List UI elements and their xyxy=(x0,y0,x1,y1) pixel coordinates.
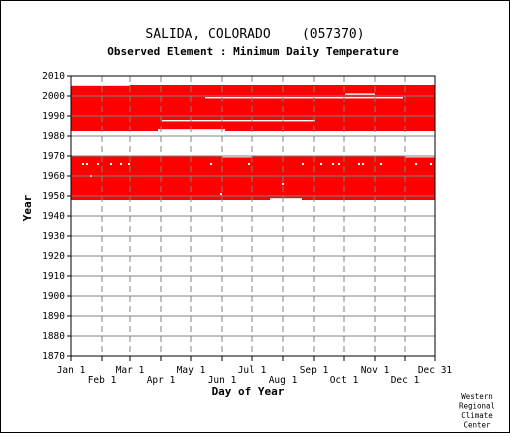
missing-day-7 xyxy=(210,163,212,165)
credit-line-1: Regional xyxy=(459,402,495,411)
missing-data-3 xyxy=(205,97,403,99)
missing-day-10 xyxy=(302,163,304,165)
x-tick-label-upper-2: May 1 xyxy=(177,365,206,376)
x-axis-title: Day of Year xyxy=(212,385,285,398)
x-tick-label-lower-0: Feb 1 xyxy=(88,375,117,386)
missing-day-5 xyxy=(128,163,130,165)
y-tick-label-13: 2000 xyxy=(42,91,65,102)
y-tick-label-12: 1990 xyxy=(42,111,65,122)
y-tick-label-6: 1930 xyxy=(42,231,65,242)
x-tick-label-lower-5: Dec 1 xyxy=(391,375,420,386)
x-tick-label-lower-3: Aug 1 xyxy=(269,375,298,386)
missing-day-2 xyxy=(97,163,99,165)
y-tick-label-11: 1980 xyxy=(42,131,65,142)
missing-day-3 xyxy=(110,163,112,165)
credit-line-0: Western xyxy=(461,392,493,401)
missing-data-4 xyxy=(345,93,375,95)
x-tick-label-upper-3: Jul 1 xyxy=(238,365,267,376)
chart-title: SALIDA, COLORADO (057370) xyxy=(145,27,364,42)
missing-data-5 xyxy=(270,198,302,200)
credit-line-2: Climate xyxy=(461,411,493,420)
x-tick-label-upper-1: Mar 1 xyxy=(116,365,145,376)
missing-data-2 xyxy=(162,120,315,122)
missing-day-13 xyxy=(358,163,360,165)
credit-line-3: Center xyxy=(463,421,491,430)
missing-day-4 xyxy=(120,163,122,165)
data-block-0 xyxy=(71,156,435,200)
missing-day-12 xyxy=(338,163,340,165)
y-tick-label-5: 1920 xyxy=(42,251,65,262)
y-tick-label-9: 1960 xyxy=(42,171,65,182)
y-axis-title: Year xyxy=(21,194,34,221)
x-tick-label-upper-0: Jan 1 xyxy=(57,365,86,376)
y-tick-label-8: 1950 xyxy=(42,191,65,202)
missing-day-11 xyxy=(320,163,322,165)
missing-day-1 xyxy=(86,163,88,165)
missing-data-7 xyxy=(405,156,435,158)
missing-data-6 xyxy=(222,156,252,158)
x-tick-label-lower-1: Apr 1 xyxy=(147,375,176,386)
y-tick-label-10: 1970 xyxy=(42,151,65,162)
missing-day-14 xyxy=(362,163,364,165)
y-tick-label-7: 1940 xyxy=(42,211,65,222)
missing-day-18 xyxy=(220,193,222,195)
x-tick-label-upper-4: Sep 1 xyxy=(300,365,329,376)
x-tick-label-upper-6: Dec 31 xyxy=(418,365,453,376)
y-tick-label-0: 1870 xyxy=(42,351,65,362)
data-layer xyxy=(71,84,435,200)
missing-day-19 xyxy=(332,163,334,165)
missing-day-8 xyxy=(248,163,250,165)
x-tick-label-lower-2: Jun 1 xyxy=(208,375,237,386)
axis-layer: 1870 1880 1890 1900 1910 1920 1930 1940 1950 1960… xyxy=(42,71,452,386)
y-tick-label-4: 1910 xyxy=(42,271,65,282)
missing-day-17 xyxy=(430,163,432,165)
missing-day-9 xyxy=(282,183,284,185)
data-block-1 xyxy=(71,85,435,131)
x-tick-label-upper-5: Nov 1 xyxy=(361,365,390,376)
missing-data-0 xyxy=(71,84,130,86)
y-tick-label-1: 1880 xyxy=(42,331,65,342)
y-tick-label-3: 1900 xyxy=(42,291,65,302)
y-tick-label-2: 1890 xyxy=(42,311,65,322)
missing-day-0 xyxy=(82,163,84,165)
y-tick-label-14: 2010 xyxy=(42,71,65,82)
missing-day-15 xyxy=(380,163,382,165)
x-tick-label-lower-4: Oct 1 xyxy=(330,375,359,386)
chart-subtitle: Observed Element : Minimum Daily Tempera… xyxy=(107,45,399,58)
missing-day-16 xyxy=(415,163,417,165)
grid-layer xyxy=(71,76,435,356)
